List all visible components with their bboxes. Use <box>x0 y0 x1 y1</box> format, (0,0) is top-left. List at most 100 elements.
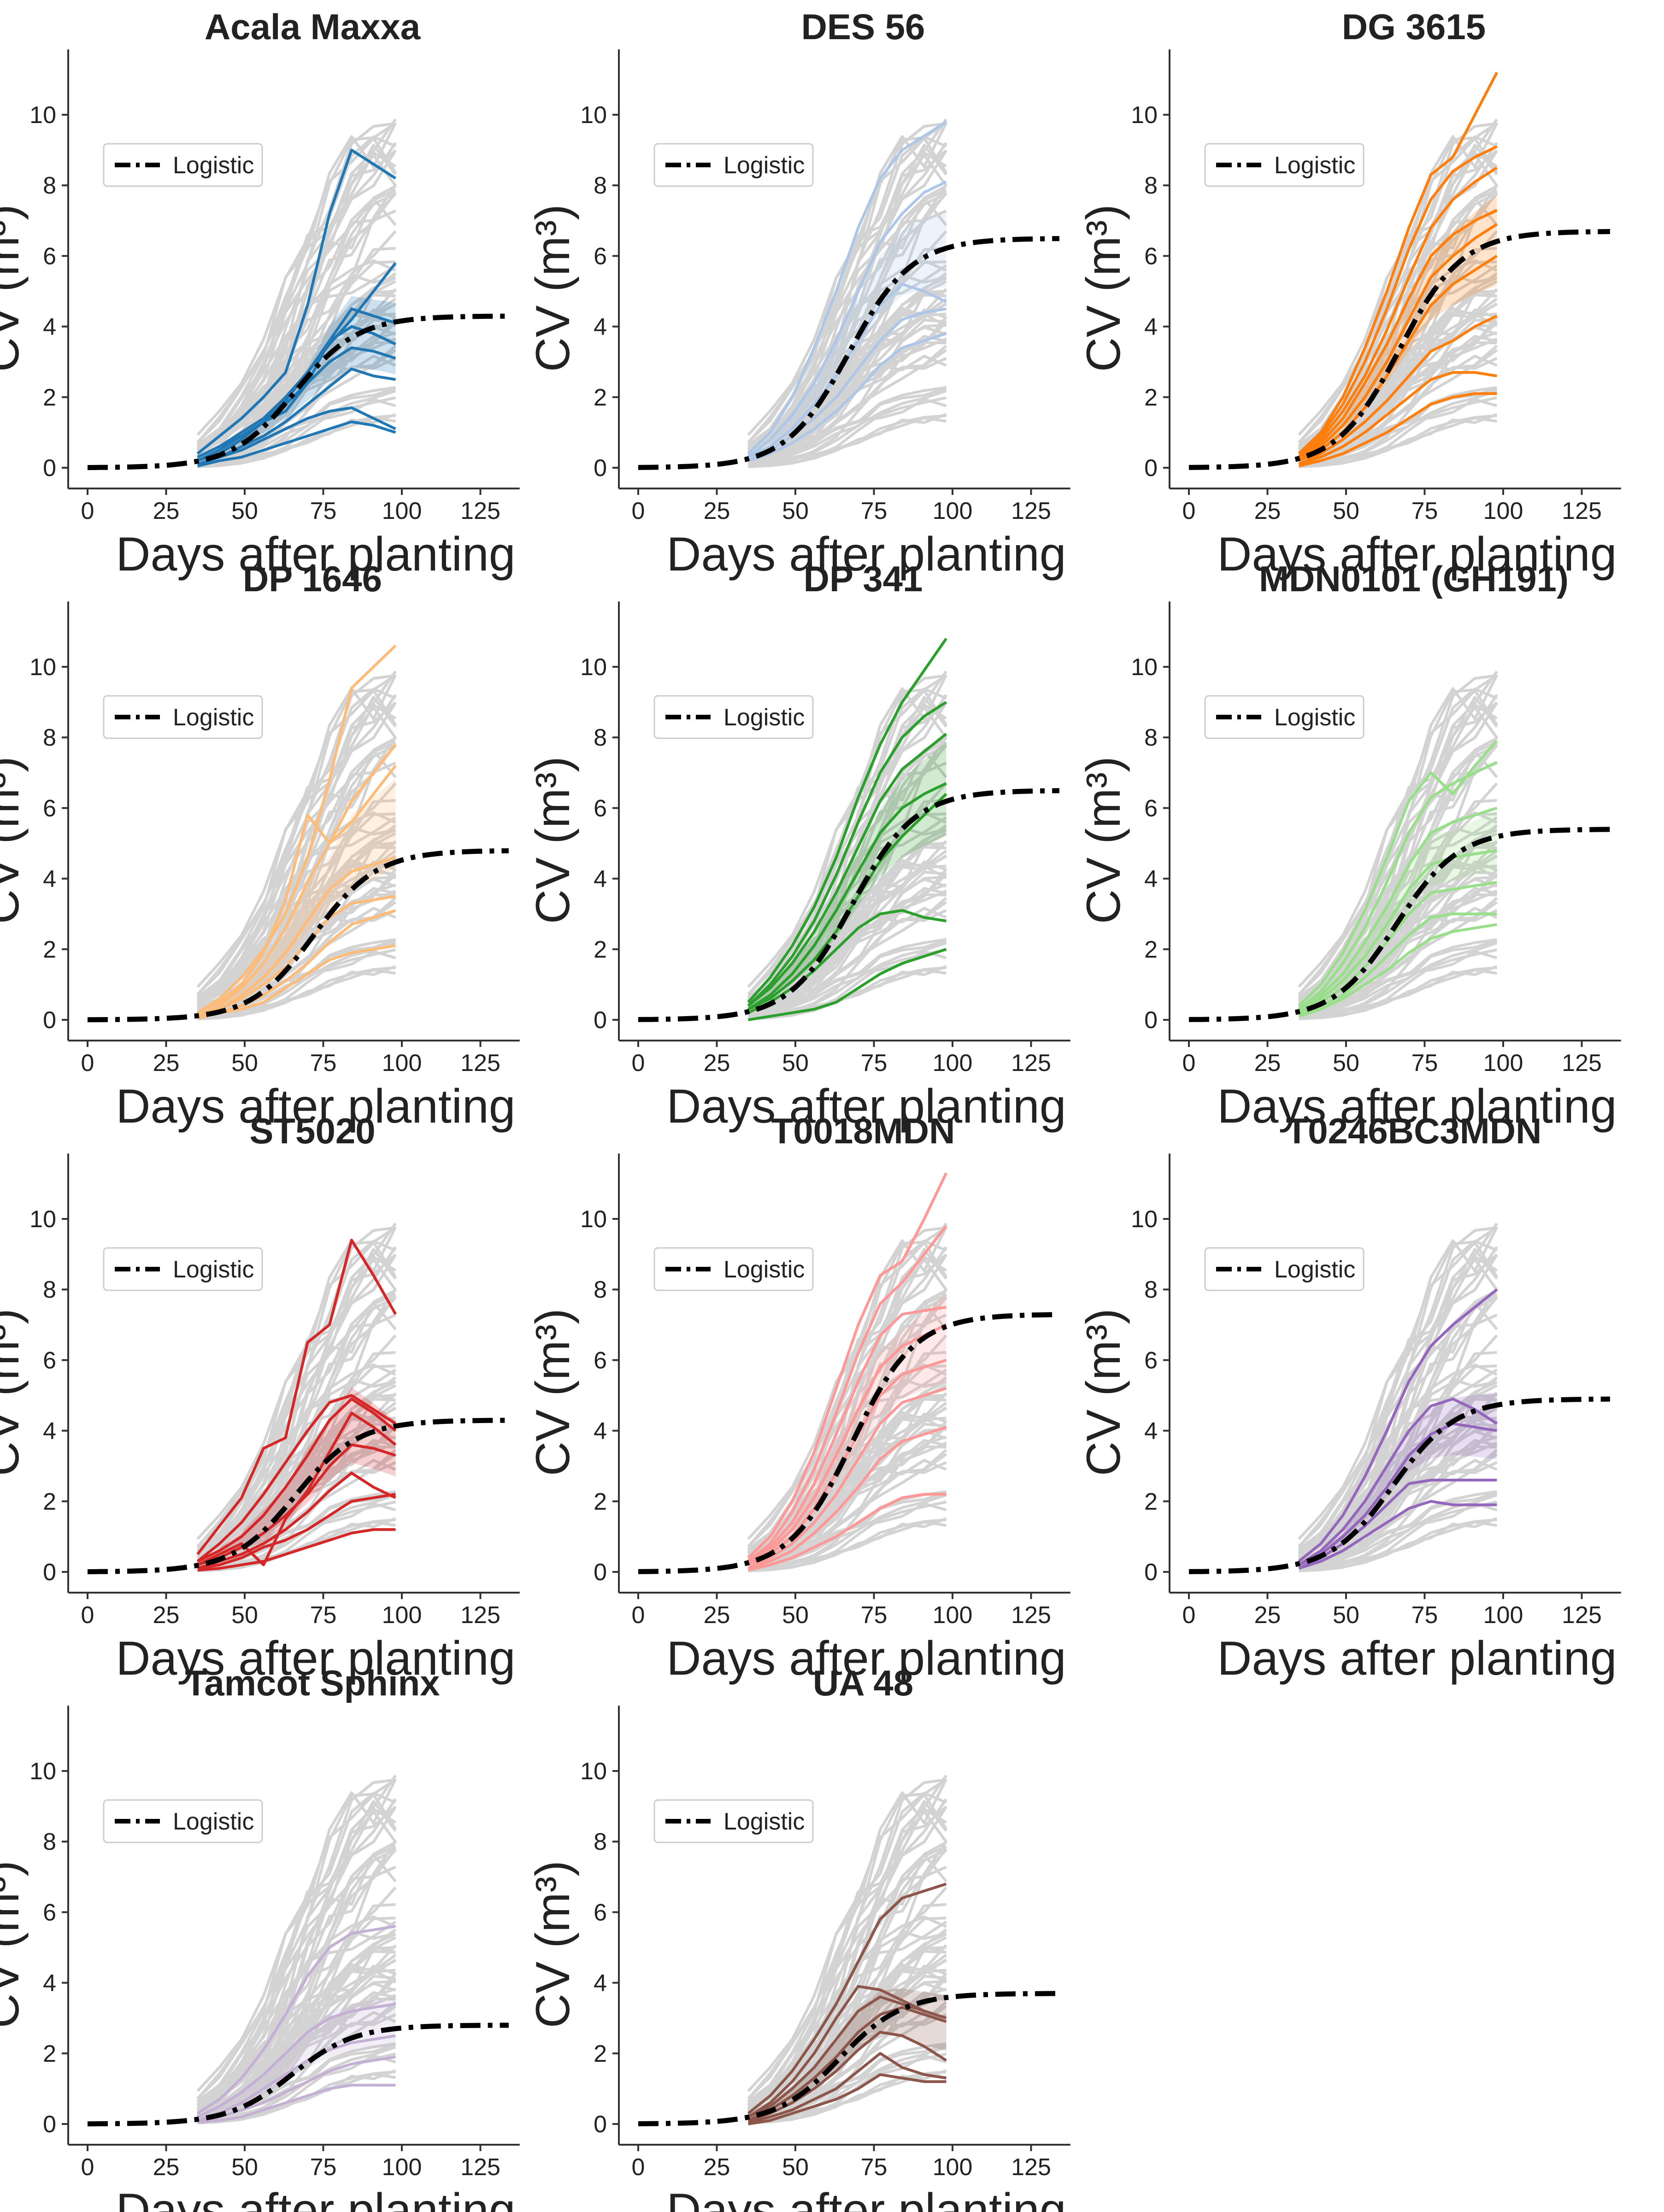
x-tick-label: 125 <box>460 2154 500 2181</box>
y-tick-label: 10 <box>580 102 607 129</box>
x-tick-label: 125 <box>1011 2154 1051 2181</box>
background-series-line <box>196 153 397 450</box>
background-series-line <box>747 294 947 450</box>
x-tick-label: 125 <box>460 498 500 524</box>
y-tick-label: 0 <box>1144 1559 1158 1586</box>
genotype-series-line <box>747 1324 947 1566</box>
y-axis-label: CV (m³) <box>1077 1308 1130 1476</box>
logistic-fit-line <box>638 1312 1059 1574</box>
legend-box <box>1204 695 1364 739</box>
genotype-series-line <box>197 909 396 1020</box>
legend-label: Logistic <box>1274 152 1355 179</box>
background-series-line <box>197 1368 397 1553</box>
background-series-line <box>1298 1240 1498 1548</box>
y-tick-label: 4 <box>43 866 56 893</box>
y-axis-label: CV (m³) <box>0 1860 29 2028</box>
y-tick-label: 4 <box>1144 314 1158 341</box>
background-series-line <box>197 743 397 1007</box>
y-tick-label: 8 <box>1144 724 1158 751</box>
background-series-line <box>197 846 396 1002</box>
x-tick-label: 0 <box>81 1602 94 1629</box>
y-tick-label: 2 <box>43 936 56 963</box>
legend-label: Logistic <box>723 152 805 179</box>
chart-panel: 0 25 50 75 100 125 0 2 4 6 8 10 Logistic UA 48 Days af… <box>526 1663 1070 2212</box>
logistic-fit-line <box>638 236 1059 470</box>
genotype-series-line <box>747 2052 947 2124</box>
x-tick-label: 75 <box>861 1050 888 1077</box>
y-tick-label: 8 <box>1144 172 1158 199</box>
background-series-line <box>196 706 397 1002</box>
background-series-line <box>196 1258 397 1554</box>
y-axis-label: CV (m³) <box>526 204 580 372</box>
confidence-band <box>748 212 947 459</box>
background-series-line <box>197 1950 396 2106</box>
background-series-line <box>747 1240 947 1548</box>
genotype-series-line <box>197 1443 396 1566</box>
y-tick-label: 0 <box>1144 1007 1158 1034</box>
background-series-line <box>747 1847 947 2112</box>
x-tick-label: 100 <box>382 1602 422 1629</box>
background-series-line <box>747 1368 947 1553</box>
x-tick-label: 0 <box>1182 498 1196 524</box>
genotype-series-line <box>1298 71 1499 455</box>
background-series-line <box>197 1977 397 2111</box>
x-tick-label: 100 <box>933 498 973 524</box>
legend-label: Logistic <box>723 1256 805 1283</box>
x-axis-label: Days after planting <box>1217 528 1617 581</box>
x-tick-label: 100 <box>382 1050 422 1077</box>
background-series-line <box>1298 873 1498 1007</box>
genotype-series-line <box>1298 923 1497 1018</box>
x-tick-label: 125 <box>1562 1050 1602 1077</box>
x-tick-label: 75 <box>310 498 337 524</box>
genotype-series-line <box>747 180 947 459</box>
y-tick-label: 8 <box>43 1829 56 1855</box>
background-series-line <box>748 860 947 1017</box>
y-tick-label: 10 <box>29 1206 56 1233</box>
y-tick-label: 2 <box>594 936 607 963</box>
background-series-line <box>1298 1368 1498 1553</box>
y-axis-label: CV (m³) <box>526 756 580 924</box>
legend-box <box>103 143 263 187</box>
x-axis-label: Days after planting <box>666 2184 1066 2212</box>
background-series-line <box>1299 969 1497 1020</box>
panel-title: UA 48 <box>813 1663 913 1703</box>
x-tick-label: 75 <box>861 2154 888 2181</box>
background-series-line <box>747 1778 948 2103</box>
x-tick-label: 50 <box>782 2154 809 2181</box>
confidence-band <box>197 296 396 463</box>
genotype-series-line <box>747 120 947 455</box>
x-tick-label: 100 <box>1483 498 1523 524</box>
confidence-band <box>197 778 396 1017</box>
y-tick-label: 6 <box>1144 795 1158 822</box>
background-series-line <box>747 1295 947 1559</box>
legend-label: Logistic <box>723 1808 805 1835</box>
y-tick-label: 10 <box>1131 102 1158 129</box>
x-tick-label: 75 <box>310 1602 337 1629</box>
genotype-series-line <box>747 2006 947 2122</box>
background-series-line <box>197 816 397 1000</box>
genotype-series-line <box>197 2055 396 2124</box>
x-tick-label: 125 <box>1562 498 1602 524</box>
genotype-series-line <box>197 1493 396 1570</box>
genotype-series-line <box>747 1225 947 1563</box>
x-tick-label: 125 <box>1011 1602 1051 1629</box>
genotype-series-line <box>1298 145 1498 459</box>
y-tick-label: 0 <box>43 455 56 482</box>
chart-panel: 0 25 50 75 100 125 0 2 4 6 8 10 Logistic Acala Maxxa D… <box>0 6 520 581</box>
panel-title: Tamcot Sphinx <box>185 1663 440 1703</box>
genotype-series-line <box>747 701 947 1007</box>
x-tick-label: 75 <box>861 498 888 524</box>
y-tick-label: 4 <box>594 1418 607 1445</box>
genotype-series-line <box>747 1387 947 1570</box>
y-axis-label: CV (m³) <box>0 756 29 924</box>
x-axis-label: Days after planting <box>116 2184 515 2212</box>
x-tick-label: 50 <box>782 498 809 524</box>
genotype-series-line <box>197 944 396 1020</box>
legend-label: Logistic <box>173 152 254 179</box>
background-series-line <box>197 1295 397 1559</box>
x-tick-label: 100 <box>933 2154 973 2181</box>
genotype-series-line <box>197 2083 396 2124</box>
background-series-line <box>747 674 948 999</box>
legend-box <box>653 695 814 739</box>
y-tick-label: 10 <box>29 102 56 129</box>
